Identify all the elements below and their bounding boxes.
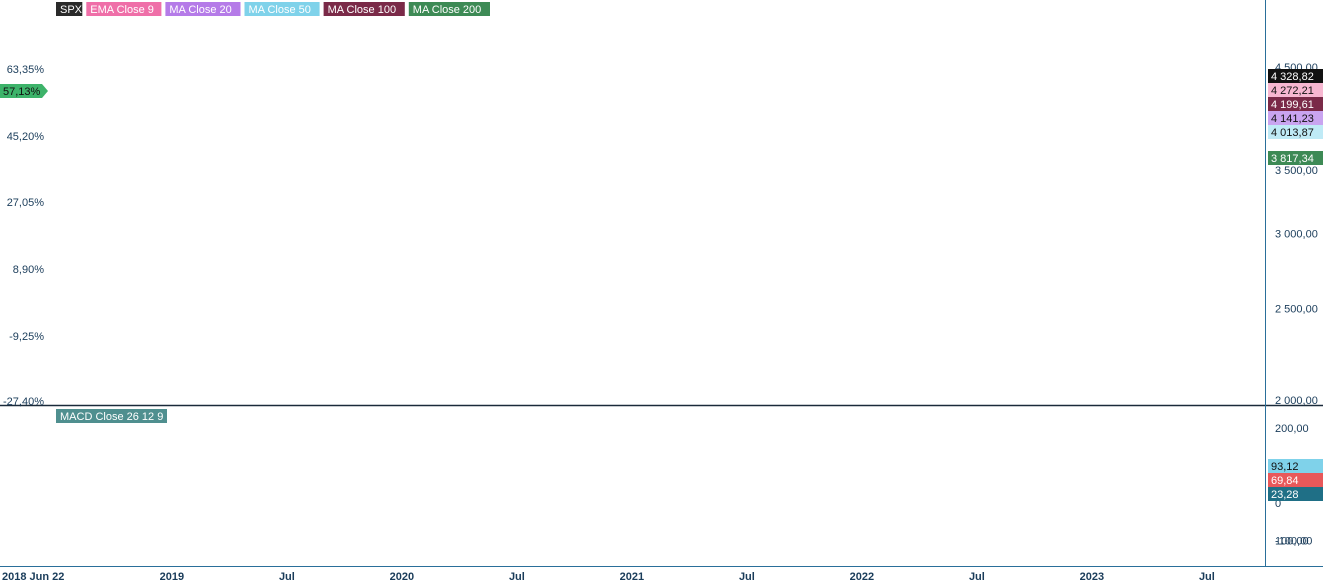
svg-text:23,28: 23,28 <box>1271 489 1299 501</box>
legend-item: MA Close 100 <box>323 2 405 16</box>
svg-text:4 199,61: 4 199,61 <box>1271 99 1314 111</box>
date-tick-label: Jul <box>509 571 525 583</box>
date-tick-label: 2021 <box>620 571 644 583</box>
date-tick-label: Jul <box>279 571 295 583</box>
percent-tick-label: 27,05% <box>7 197 45 209</box>
date-tick-label: 2020 <box>390 571 414 583</box>
svg-text:SPX: SPX <box>60 4 83 16</box>
macd-tick-label: -100,00 <box>1275 536 1312 548</box>
svg-text:4 272,21: 4 272,21 <box>1271 85 1314 97</box>
svg-text:69,84: 69,84 <box>1271 475 1299 487</box>
svg-text:4 328,82: 4 328,82 <box>1271 71 1314 83</box>
legend: SPX EMA Close 9 MA Close 20 MA Close 50 MA C… <box>56 2 490 423</box>
price-value-tag: 4 272,21 <box>1268 83 1323 97</box>
date-tick-label: 2023 <box>1080 571 1104 583</box>
legend-item: MA Close 20 <box>165 2 241 16</box>
current-percent-badge: 57,13% <box>0 84 48 98</box>
macd-tick-label: 100,00 <box>1275 536 1309 548</box>
date-tick-label: 2019 <box>160 571 184 583</box>
macd-tick-label: 200,00 <box>1275 423 1309 435</box>
svg-text:MA Close 20: MA Close 20 <box>169 4 231 16</box>
percent-tick-label: 45,20% <box>7 131 45 143</box>
price-value-tag: 4 013,87 <box>1268 125 1323 139</box>
svg-text:MA Close 200: MA Close 200 <box>413 4 481 16</box>
svg-text:MA Close 100: MA Close 100 <box>328 4 396 16</box>
svg-text:EMA Close 9: EMA Close 9 <box>90 4 154 16</box>
date-tick-label: 2018 Jun 22 <box>2 571 64 583</box>
price-tick-label: 3 500,00 <box>1275 165 1318 177</box>
price-value-tag: 3 817,34 <box>1268 151 1323 165</box>
legend-item: MA Close 50 <box>244 2 320 16</box>
svg-text:3 817,34: 3 817,34 <box>1271 153 1314 165</box>
date-tick-label: 2022 <box>850 571 874 583</box>
svg-text:57,13%: 57,13% <box>3 86 41 98</box>
legend-symbol: SPX <box>56 2 83 16</box>
macd-value-tag: 23,28 <box>1268 487 1323 501</box>
legend-item: EMA Close 9 <box>86 2 162 16</box>
price-tick-label: 2 500,00 <box>1275 303 1318 315</box>
price-value-tag: 4 141,23 <box>1268 111 1323 125</box>
percent-tick-label: 8,90% <box>13 264 44 276</box>
svg-text:93,12: 93,12 <box>1271 461 1299 473</box>
price-value-tag: 4 199,61 <box>1268 97 1323 111</box>
macd-value-tag: 93,12 <box>1268 459 1323 473</box>
macd-legend: MACD Close 26 12 9 <box>56 409 167 423</box>
percent-tick-label: -27,40% <box>3 396 44 408</box>
svg-text:MA Close 50: MA Close 50 <box>249 4 311 16</box>
percent-tick-label: 63,35% <box>7 64 45 76</box>
price-tick-label: 2 000,00 <box>1275 395 1318 407</box>
legend-item: MA Close 200 <box>408 2 490 16</box>
date-tick-label: Jul <box>739 571 755 583</box>
svg-text:MACD Close 26 12 9: MACD Close 26 12 9 <box>60 411 163 423</box>
date-tick-label: Jul <box>1199 571 1215 583</box>
price-tick-label: 3 000,00 <box>1275 229 1318 241</box>
price-value-tag: 4 328,82 <box>1268 69 1323 83</box>
macd-value-tag: 69,84 <box>1268 473 1323 487</box>
macd-tick-label: 0 <box>1275 498 1281 510</box>
date-tick-label: Jul <box>969 571 985 583</box>
svg-text:4 013,87: 4 013,87 <box>1271 127 1314 139</box>
percent-tick-label: -9,25% <box>9 331 44 343</box>
svg-text:4 141,23: 4 141,23 <box>1271 113 1314 125</box>
